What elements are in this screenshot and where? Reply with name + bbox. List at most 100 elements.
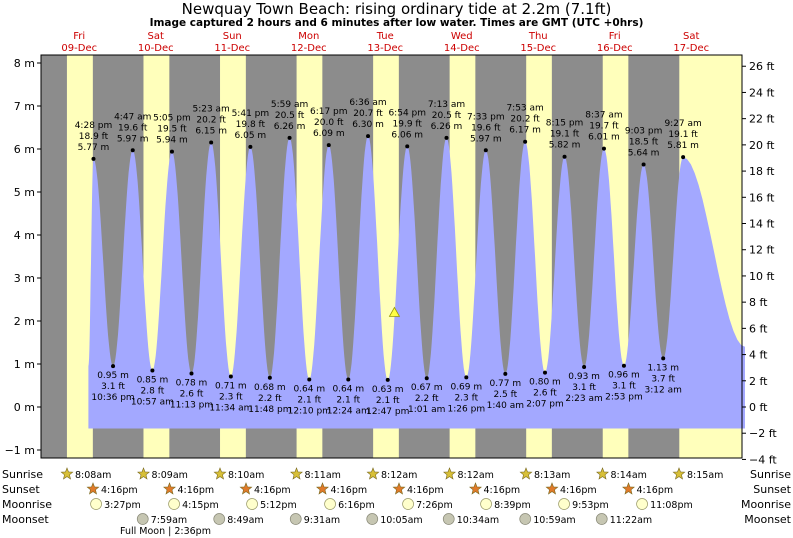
sunset-icon [86, 482, 100, 495]
y-tick-label-feet: 4 ft [749, 349, 768, 362]
high-tide-point [641, 162, 646, 167]
high-tide-time: 5:05 pm [153, 114, 191, 124]
low-tide-point [150, 368, 155, 373]
low-tide-feet: 2.1 ft [336, 395, 360, 405]
chart-subtitle: Image captured 2 hours and 6 minutes aft… [149, 17, 644, 29]
high-tide-metres: 6.26 m [431, 122, 463, 132]
low-tide-time: 12:10 pm [288, 406, 331, 416]
sunset-icon [163, 482, 176, 495]
sunrise-icon [596, 467, 609, 480]
y-tick-label-feet: 8 ft [749, 296, 768, 309]
y-tick-label-feet: 22 ft [749, 113, 775, 126]
moonset-time: 10:34am [457, 515, 499, 526]
moonset-time: 10:59am [533, 515, 575, 526]
low-tide-feet: 3.1 ft [612, 382, 636, 392]
sunrise-icon [443, 467, 456, 480]
low-tide-metres: 0.96 m [608, 371, 640, 381]
sunset-icon [622, 482, 635, 495]
high-tide-feet: 19.1 ft [550, 130, 580, 140]
high-tide-metres: 5.97 m [117, 134, 149, 144]
high-tide-metres: 6.26 m [274, 122, 306, 132]
low-tide-feet: 2.6 ft [180, 389, 204, 399]
low-tide-feet: 3.1 ft [572, 383, 596, 393]
low-tide-feet: 2.3 ft [454, 393, 478, 403]
low-tide-feet: 2.1 ft [376, 396, 400, 406]
moonset-icon [442, 513, 455, 525]
high-tide-time: 5:59 am [271, 100, 308, 110]
moonset-time: 8:49am [227, 515, 263, 526]
sunset-icon [545, 482, 559, 495]
y-tick-label-feet: −4 ft [749, 453, 777, 466]
sunset-icon [316, 482, 329, 495]
high-tide-metres: 5.94 m [156, 136, 188, 146]
high-tide-metres: 6.06 m [391, 130, 423, 140]
day-of-week-label: Tue [376, 31, 394, 42]
y-tick-label-feet: 10 ft [749, 270, 775, 283]
day-of-week-label: Wed [451, 31, 473, 42]
high-tide-feet: 20.7 ft [353, 109, 383, 119]
y-tick-label-feet: 2 ft [749, 375, 768, 388]
sunrise-time: 8:09am [152, 470, 188, 481]
low-tide-time: 1:40 am [487, 401, 524, 411]
high-tide-point [209, 140, 214, 145]
moonrise-icon [558, 498, 570, 510]
low-tide-point [503, 371, 508, 376]
low-tide-point [464, 375, 469, 380]
high-tide-feet: 20.5 ft [275, 111, 305, 121]
sunset-time: 4:16pm [637, 485, 674, 496]
low-tide-point [267, 375, 272, 380]
y-tick-label-feet: 26 ft [749, 60, 775, 73]
low-tide-metres: 0.64 m [293, 384, 325, 394]
low-tide-feet: 3.1 ft [101, 382, 125, 392]
high-tide-time: 6:17 pm [310, 107, 348, 117]
high-tide-feet: 19.7 ft [589, 122, 619, 132]
moonrise-time: 11:08pm [650, 500, 693, 511]
sunrise-time: 8:08am [75, 470, 111, 481]
high-tide-point [483, 148, 488, 153]
low-tide-point [346, 377, 351, 382]
low-tide-metres: 0.85 m [137, 375, 169, 385]
low-tide-metres: 0.77 m [489, 379, 521, 389]
chart-title: Newquay Town Beach: rising ordinary tide… [181, 0, 612, 18]
moonrise-time: 4:15pm [182, 500, 219, 511]
low-tide-time: 2:23 am [565, 394, 602, 404]
low-tide-feet: 2.2 ft [415, 394, 439, 404]
low-tide-feet: 2.2 ft [258, 394, 282, 404]
high-tide-feet: 20.5 ft [432, 111, 462, 121]
low-tide-point [582, 365, 587, 370]
moonrise-icon [636, 498, 648, 510]
high-tide-metres: 6.17 m [509, 126, 541, 136]
high-tide-time: 6:36 am [349, 98, 386, 108]
high-tide-time: 9:27 am [664, 119, 701, 129]
high-tide-time: 8:37 am [585, 111, 622, 121]
y-tick-label-metres: 5 m [14, 186, 35, 199]
y-tick-label-metres: −1 m [5, 444, 35, 457]
high-tide-metres: 6.15 m [195, 127, 227, 137]
y-tick-label-metres: 6 m [14, 143, 35, 156]
low-tide-metres: 0.64 m [332, 384, 364, 394]
low-tide-metres: 0.68 m [254, 383, 286, 393]
low-tide-feet: 3.7 ft [651, 374, 675, 384]
low-tide-point [228, 374, 233, 379]
high-tide-point [601, 146, 606, 151]
day-of-week-label: Sat [683, 31, 699, 42]
moonrise-icon [402, 498, 414, 510]
y-tick-label-feet: 0 ft [749, 401, 768, 414]
moonrise-time: 5:12pm [260, 500, 297, 511]
moonset-time: 10:05am [380, 515, 422, 526]
sunrise-row-label-right: Sunrise [750, 468, 791, 481]
low-tide-time: 11:34 am [209, 403, 252, 413]
y-tick-label-metres: 4 m [14, 229, 35, 242]
y-tick-label-feet: 12 ft [749, 244, 775, 257]
high-tide-metres: 6.30 m [352, 120, 384, 130]
sunset-time: 4:16pm [407, 485, 444, 496]
low-tide-point [385, 377, 390, 382]
y-tick-label-metres: 1 m [14, 358, 35, 371]
current-level-marker [388, 306, 401, 317]
low-tide-metres: 0.63 m [372, 385, 404, 395]
moonrise-icon [324, 498, 336, 510]
moonrise-time: 6:16pm [338, 500, 375, 511]
low-tide-point [542, 370, 547, 375]
